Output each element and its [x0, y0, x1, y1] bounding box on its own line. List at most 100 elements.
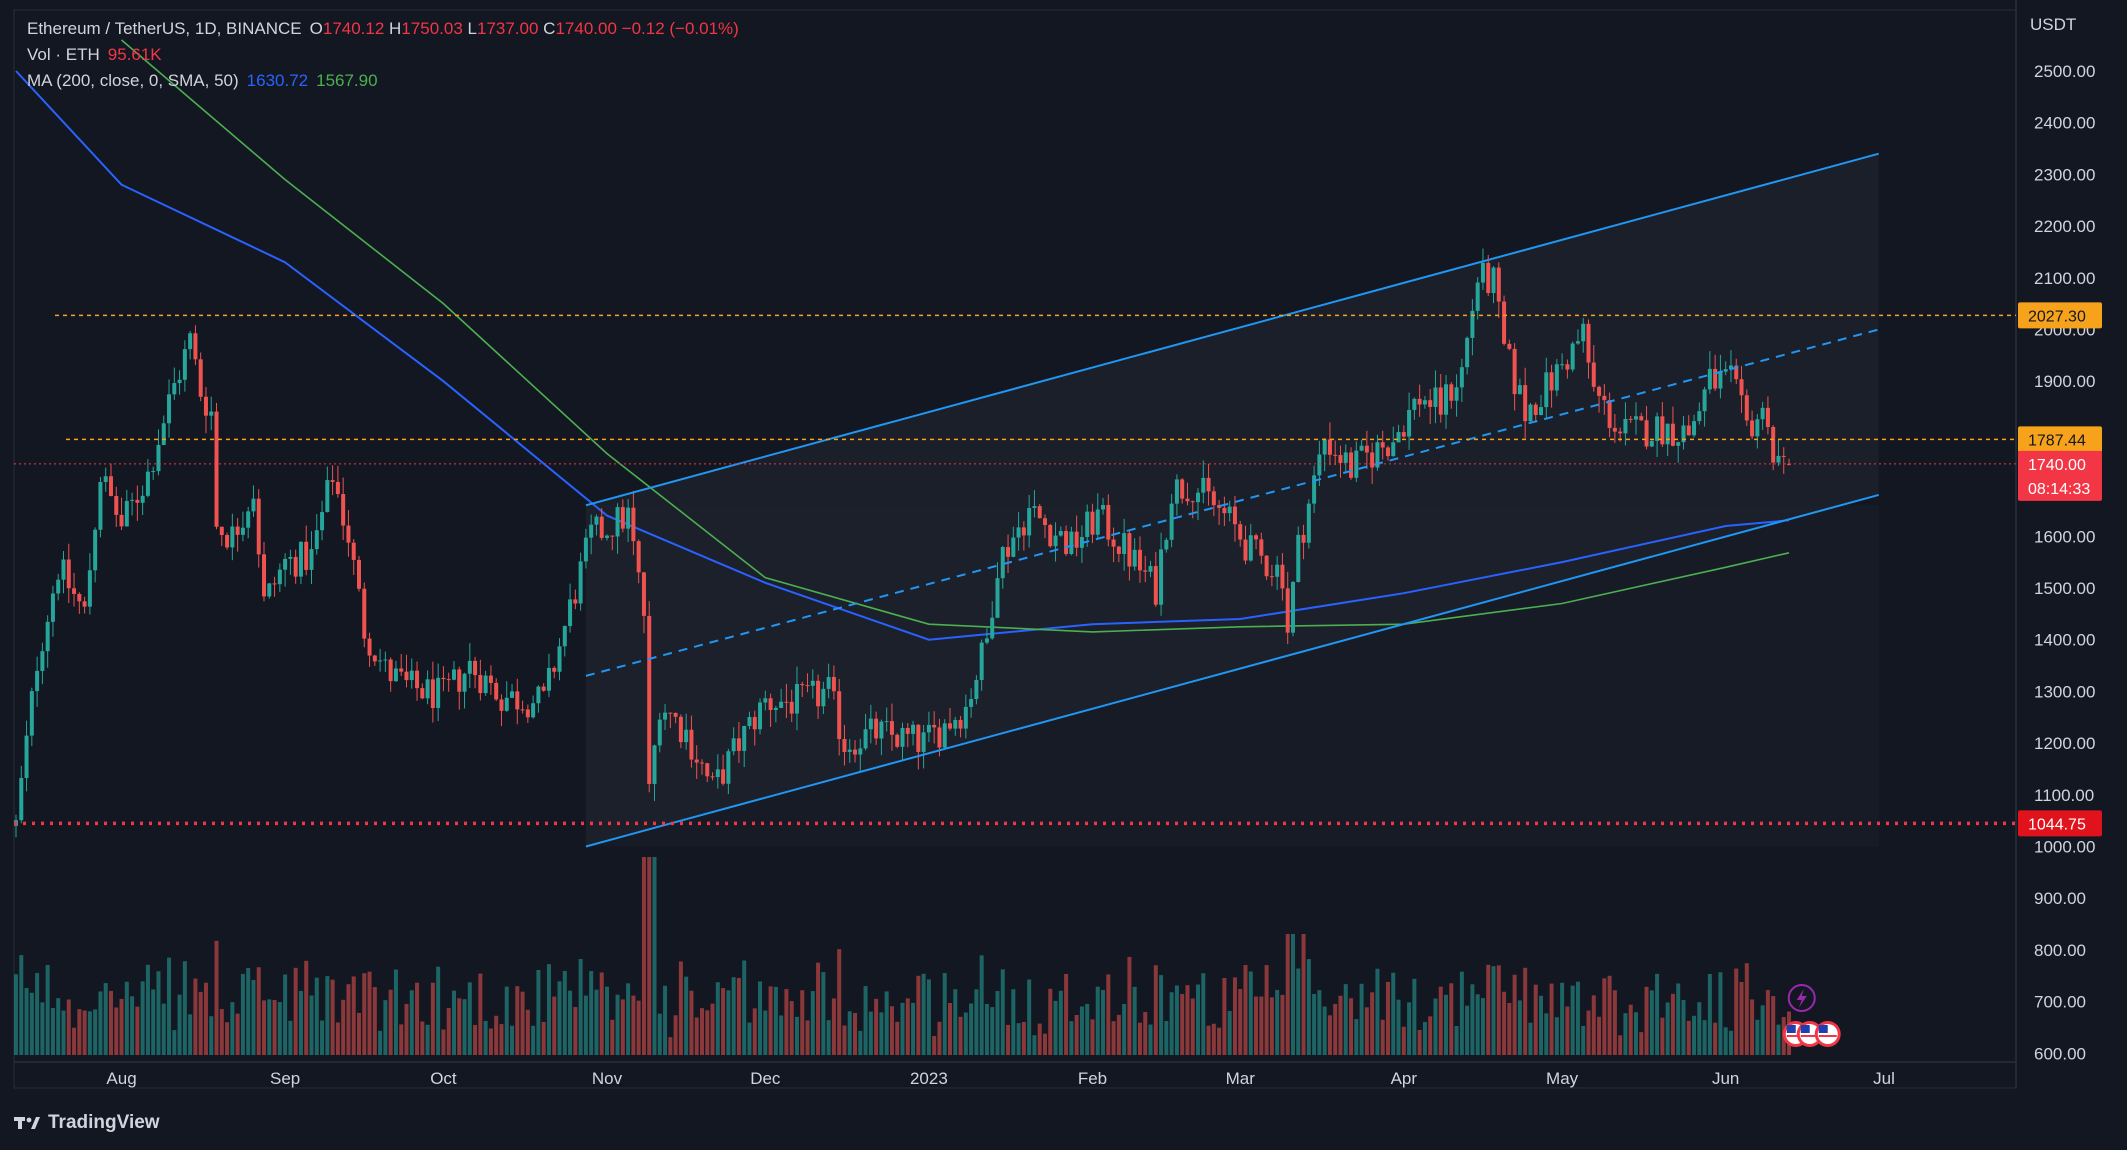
legend-close-label: C [543, 19, 556, 38]
volume-bar [351, 976, 356, 1055]
candle-body [256, 498, 261, 555]
candle-body [66, 559, 71, 589]
candle-body [483, 675, 488, 694]
volume-bar [610, 1019, 615, 1055]
volume-bar [552, 996, 557, 1055]
volume-bar [1322, 1006, 1327, 1055]
time-tick-label: 2023 [910, 1069, 948, 1088]
volume-bar [510, 1025, 515, 1055]
candle-body [1185, 498, 1190, 502]
us-flag-canton-icon [1800, 1025, 1810, 1033]
legend-symbol[interactable]: Ethereum / TetherUS, 1D, BINANCE [27, 19, 302, 38]
volume-bar [1597, 1016, 1602, 1055]
volume-bar [462, 999, 467, 1055]
candle-body [473, 660, 478, 676]
volume-bar [1686, 1020, 1691, 1055]
volume-bar [715, 982, 720, 1055]
volume-bar [235, 1013, 240, 1055]
range-box [585, 505, 1879, 847]
candle-body [56, 579, 61, 594]
candle-body [135, 499, 140, 503]
candle-body [1317, 454, 1322, 476]
volume-bar [937, 1021, 942, 1055]
candle-body [1449, 384, 1454, 401]
volume-bar [1660, 1017, 1665, 1055]
volume-bar [889, 1006, 894, 1055]
candle-body [330, 480, 335, 482]
candle-body [1475, 282, 1480, 311]
volume-bar [1190, 998, 1195, 1055]
candle-body [1628, 418, 1633, 420]
candle-body [415, 670, 420, 689]
candle-body [214, 411, 219, 527]
volume-bar [1312, 993, 1317, 1055]
candle-body [557, 646, 562, 672]
candle-body [499, 699, 504, 711]
candle-body [119, 514, 124, 527]
candle-body [1349, 452, 1354, 478]
candle-body [647, 615, 652, 784]
candle-body [1660, 416, 1665, 445]
legend-high-label: H [389, 19, 402, 38]
candle-body [1744, 395, 1749, 421]
volume-bar [1412, 978, 1417, 1055]
candle-body [1391, 442, 1396, 457]
candle-body [1502, 301, 1507, 344]
candle-body [889, 721, 894, 735]
candle-body [1681, 425, 1686, 443]
volume-bar [868, 1011, 873, 1055]
candle-body [1385, 447, 1390, 457]
candle-body [362, 588, 367, 639]
volume-bar [515, 986, 520, 1055]
volume-bar [1755, 1019, 1760, 1055]
candle-body [779, 701, 784, 708]
volume-bar [884, 991, 889, 1055]
candle-body [699, 762, 704, 764]
legend-ohlc-row[interactable]: Ethereum / TetherUS, 1D, BINANCE O1740.1… [27, 16, 739, 42]
volume-bar [921, 973, 926, 1055]
candle-body [663, 712, 668, 720]
candle-body [1042, 518, 1047, 526]
volume-bar [1196, 984, 1201, 1055]
volume-bar [119, 998, 124, 1055]
volume-bar [1702, 1020, 1707, 1055]
candle-body [1127, 533, 1132, 567]
volume-bar [1243, 965, 1248, 1055]
candle-body [61, 559, 66, 580]
candle-body [1259, 539, 1264, 556]
legend-ma-label[interactable]: MA (200, close, 0, SMA, 50) [27, 71, 239, 90]
volume-bar [283, 974, 288, 1055]
legend-volume-row[interactable]: Vol · ETH 95.61K [27, 42, 739, 68]
tradingview-logo[interactable]: TradingView [14, 1112, 160, 1134]
legend-vol-value: 95.61K [107, 45, 162, 64]
candle-body [1597, 386, 1602, 396]
volume-bar [140, 981, 145, 1055]
volume-bar [1206, 1025, 1211, 1055]
candle-body [1153, 566, 1158, 605]
legend-vol-label[interactable]: Vol · ETH [27, 45, 100, 64]
time-tick-label: Aug [106, 1069, 136, 1088]
candle-body [193, 333, 198, 360]
volume-bar [1227, 1010, 1232, 1055]
candle-body [1227, 506, 1232, 514]
volume-bar [1290, 934, 1295, 1055]
volume-bar [161, 1003, 166, 1055]
candle-body [393, 668, 398, 682]
candle-body [1174, 479, 1179, 504]
candle-body [546, 667, 551, 691]
candle-body [942, 723, 947, 748]
candle-body [1301, 534, 1306, 543]
candle-body [494, 682, 499, 700]
candle-body [1697, 411, 1702, 422]
volume-bar [156, 971, 161, 1055]
price-tick-label: 900.00 [2034, 889, 2086, 908]
volume-bar [1296, 968, 1301, 1055]
volume-bar [926, 979, 931, 1055]
candle-body [858, 748, 863, 755]
volume-bar [847, 1011, 852, 1055]
legend-ma-row[interactable]: MA (200, close, 0, SMA, 50) 1630.72 1567… [27, 68, 739, 94]
candle-body [124, 500, 129, 527]
channel-upper-line [585, 152, 1879, 507]
price-tick-label: 800.00 [2034, 941, 2086, 960]
